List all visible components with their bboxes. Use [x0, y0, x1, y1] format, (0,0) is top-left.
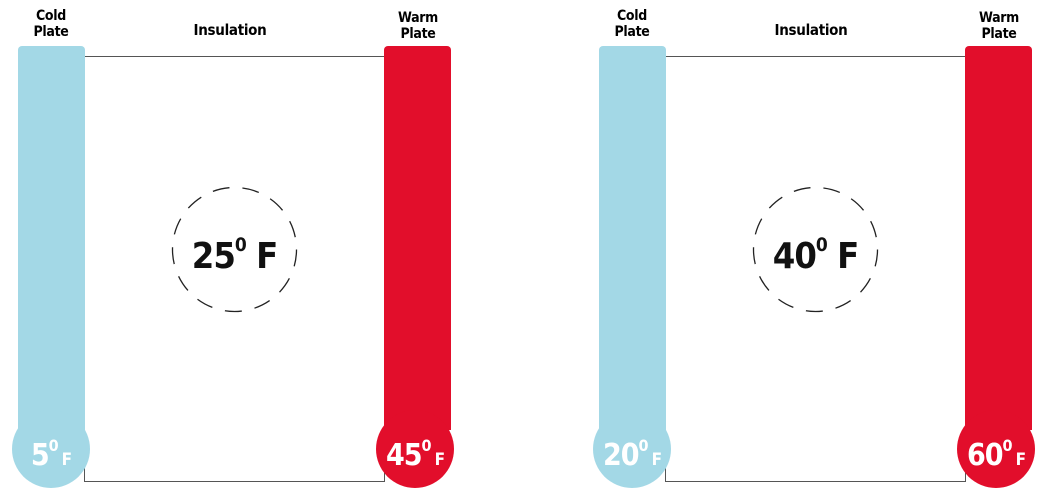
center-temp-value: 40	[772, 236, 817, 277]
cold-plate-label-line2: Plate	[614, 24, 650, 40]
warm-bulb: 450F	[376, 410, 454, 488]
panel-left: Cold Plate Insulation Warm Plate 250 F 5…	[0, 0, 460, 497]
warm-plate-label: Warm Plate	[384, 10, 452, 42]
dashed-circle	[752, 186, 879, 313]
warm-bulb-value: 60	[966, 438, 1004, 473]
insulation-label: Insulation	[193, 21, 267, 39]
cold-plate-label-line1: Cold	[616, 8, 648, 24]
center-temp-value: 25	[191, 236, 236, 277]
center-temp-unit: F	[256, 236, 278, 277]
warm-bulb-unit: F	[1015, 450, 1027, 470]
cold-plate-label-line1: Cold	[35, 8, 67, 24]
cold-plate	[599, 46, 666, 430]
dashed-circle	[171, 186, 298, 313]
cold-plate-label-line2: Plate	[33, 24, 69, 40]
panel-right: Cold Plate Insulation Warm Plate 400 F 2…	[581, 0, 1038, 497]
warm-plate-label-line1: Warm	[397, 10, 439, 26]
cold-plate-label: Cold Plate	[17, 8, 85, 40]
cold-bulb-degree: 0	[638, 436, 649, 455]
warm-bulb: 600F	[957, 410, 1035, 488]
center-temperature: 400 F	[751, 220, 880, 286]
cold-bulb-degree: 0	[48, 436, 59, 455]
center-temp-degree: 0	[234, 234, 247, 256]
center-temp-unit: F	[837, 236, 859, 277]
cold-bulb-unit: F	[61, 450, 73, 470]
warm-plate	[965, 46, 1032, 430]
warm-plate-label-line2: Plate	[400, 26, 436, 42]
warm-plate-label-line2: Plate	[981, 26, 1017, 42]
warm-bulb-degree: 0	[1002, 436, 1013, 455]
warm-plate-label-line1: Warm	[978, 10, 1020, 26]
cold-bulb-value: 20	[602, 438, 640, 473]
warm-plate	[384, 46, 451, 430]
warm-bulb-value: 45	[385, 438, 423, 473]
insulation-label: Insulation	[774, 21, 848, 39]
warm-bulb-unit: F	[434, 450, 446, 470]
cold-bulb: 200F	[593, 410, 671, 488]
warm-plate-label: Warm Plate	[965, 10, 1033, 42]
cold-bulb-unit: F	[651, 450, 663, 470]
center-temp-degree: 0	[815, 234, 828, 256]
warm-bulb-degree: 0	[421, 436, 432, 455]
center-temperature: 250 F	[170, 220, 299, 286]
cold-plate-label: Cold Plate	[598, 8, 666, 40]
cold-bulb: 50F	[12, 410, 90, 488]
cold-plate	[18, 46, 85, 430]
cold-bulb-value: 5	[30, 438, 50, 473]
